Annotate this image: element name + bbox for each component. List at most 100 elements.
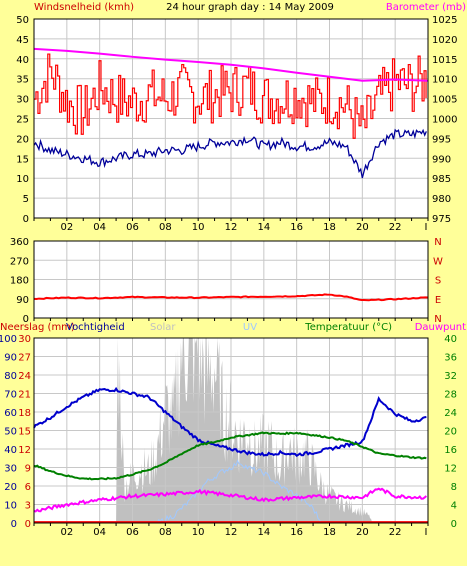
bot-xtick: 16 [290, 527, 303, 538]
top-y2tick: 1005 [432, 95, 457, 106]
bottom-rain-tick: 27 [18, 353, 31, 364]
top-ytick: 10 [16, 174, 29, 185]
mid-compass-label: N [434, 237, 441, 248]
humidity-series-line [33, 386, 427, 457]
bottom-humidity-tick: 0 [11, 519, 17, 530]
bottom-humidity-tick: 80 [4, 371, 17, 382]
mid-compass-label: W [433, 256, 443, 267]
top-y2tick: 975 [432, 214, 451, 225]
bot-xtick: 20 [356, 527, 369, 538]
bottom-humidity-tick: 10 [4, 501, 17, 512]
bottom-temp-tick: 8 [451, 482, 457, 493]
top-xtick: 04 [93, 222, 106, 233]
top-ytick: 0 [23, 214, 29, 225]
mid-compass-label: N [434, 314, 441, 325]
top-y2tick: 1000 [432, 115, 457, 126]
top-y2tick: 1025 [432, 15, 457, 26]
label-rain: Neerslag (mm) [0, 322, 75, 333]
mid-ytick: 360 [10, 237, 29, 248]
bottom-humidity-tick: 60 [4, 408, 17, 419]
bottom-temp-tick: 16 [444, 445, 457, 456]
top-xtick: 10 [192, 222, 205, 233]
bottom-temp-tick: 20 [444, 427, 457, 438]
top-ytick: 25 [16, 115, 29, 126]
bottom-temp-tick: 36 [444, 353, 457, 364]
bottom-rain-tick: 9 [25, 464, 31, 475]
bot-xtick: 06 [126, 527, 139, 538]
bot-xtick: 10 [192, 527, 205, 538]
bottom-rain-tick: 15 [18, 427, 31, 438]
bottom-rain-tick: 24 [18, 371, 31, 382]
bot-xtick: 18 [323, 527, 336, 538]
bottom-humidity-tick: 90 [4, 353, 17, 364]
bottom-rain-tick: 3 [25, 501, 31, 512]
bottom-temp-tick: 32 [444, 371, 457, 382]
top-ytick: 30 [16, 95, 29, 106]
label-dewpoint: Dauwpunt [415, 322, 466, 333]
top-ytick: 5 [23, 194, 29, 205]
bottom-temp-tick: 40 [444, 334, 457, 345]
bottom-rain-tick: 21 [18, 390, 31, 401]
bottom-rain-tick: 0 [25, 519, 31, 530]
bottom-temp-tick: 24 [444, 408, 457, 419]
bottom-rain-tick: 6 [25, 482, 31, 493]
bottom-humidity-tick: 70 [4, 390, 17, 401]
top-y2tick: 1015 [432, 55, 457, 66]
top-xtick: 02 [60, 222, 73, 233]
bot-xtick: 12 [225, 527, 238, 538]
label-solar: Solar [150, 322, 176, 333]
bot-xtick: 14 [257, 527, 270, 538]
top-ytick: 40 [16, 55, 29, 66]
bottom-rain-tick: 18 [18, 408, 31, 419]
bottom-temp-tick: 12 [444, 464, 457, 475]
bot-xtick: 02 [60, 527, 73, 538]
top-xtick: 16 [290, 222, 303, 233]
bottom-humidity-tick: 40 [4, 445, 17, 456]
bot-xtick: 08 [159, 527, 172, 538]
bottom-rain-tick: 12 [18, 445, 31, 456]
top-y2tick: 1020 [432, 35, 457, 46]
top-xtick: 06 [126, 222, 139, 233]
bottom-temp-tick: 4 [451, 501, 457, 512]
mid-ytick: 0 [23, 314, 29, 325]
top-xtick: 20 [356, 222, 369, 233]
bottom-humidity-tick: 30 [4, 464, 17, 475]
top-xtick: 08 [159, 222, 172, 233]
bot-xtick: I [425, 527, 428, 538]
top-ytick: 50 [16, 15, 29, 26]
wind-series-line [33, 128, 427, 179]
bottom-humidity-tick: 50 [4, 427, 17, 438]
bottom-humidity-tick: 100 [0, 334, 17, 345]
mid-ytick: 90 [16, 295, 29, 306]
bottom-rain-tick: 30 [18, 334, 31, 345]
bot-xtick: 22 [389, 527, 402, 538]
top-xtick: 14 [257, 222, 270, 233]
top-ylabel: Windsnelheid (kmh) [34, 2, 134, 13]
top-xtick: 12 [225, 222, 238, 233]
gust-series-line [34, 53, 427, 139]
mid-compass-label: S [435, 276, 441, 287]
bottom-temp-tick: 28 [444, 390, 457, 401]
dewpoint-series-line [33, 487, 428, 513]
label-humidity: Vochtigheid [66, 322, 125, 333]
top-y2tick: 990 [432, 154, 451, 165]
bottom-temp-tick: 0 [451, 519, 457, 530]
barometer-series-line [33, 47, 429, 82]
mid-ytick: 180 [10, 276, 29, 287]
mid-compass-label: E [435, 295, 441, 306]
top-xtick: 22 [389, 222, 402, 233]
top-ytick: 20 [16, 134, 29, 145]
top-y2tick: 1010 [432, 75, 457, 86]
top-ytick: 45 [16, 35, 29, 46]
top-y2tick: 980 [432, 194, 451, 205]
bottom-humidity-tick: 20 [4, 482, 17, 493]
top-ytick: 15 [16, 154, 29, 165]
top-y2tick: 985 [432, 174, 451, 185]
chart-title: 24 hour graph day : 14 May 2009 [166, 2, 334, 13]
label-temp: Temperatuur (°C) [304, 322, 392, 333]
wind-direction-series-line [33, 293, 429, 302]
top-y2tick: 995 [432, 134, 451, 145]
top-xtick: I [425, 222, 428, 233]
